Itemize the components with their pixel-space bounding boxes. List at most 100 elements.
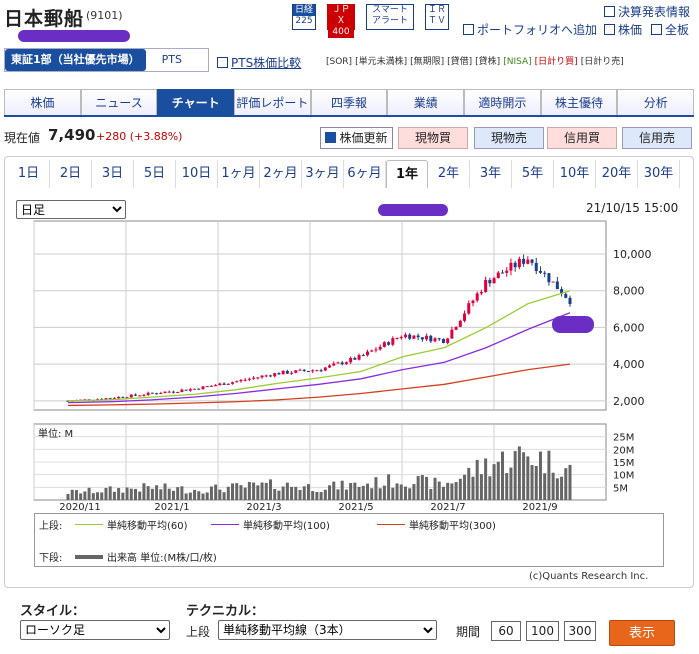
smart-alert-badge[interactable]: スマート アラート bbox=[366, 4, 414, 30]
period-tab-active[interactable]: 1年 bbox=[386, 160, 428, 188]
calendar-icon bbox=[604, 6, 615, 17]
period-tab[interactable]: 1ヶ月 bbox=[218, 160, 260, 188]
volume-bar bbox=[180, 486, 184, 500]
period-tab[interactable]: 6ヶ月 bbox=[344, 160, 386, 188]
nav-chart[interactable]: チャート bbox=[157, 89, 235, 115]
period-input-2[interactable]: 100 bbox=[526, 621, 559, 641]
nav-disclosure[interactable]: 適時開示 bbox=[464, 89, 541, 115]
period-tab[interactable]: 10日 bbox=[176, 160, 218, 188]
interval-select[interactable]: 日足 bbox=[16, 200, 126, 219]
volume-bar bbox=[91, 493, 95, 500]
x-tick-label: 2020/11 bbox=[59, 502, 101, 513]
candle-body bbox=[425, 335, 429, 340]
candle-body bbox=[298, 369, 302, 371]
margin-sell-button[interactable]: 信用売 bbox=[622, 127, 692, 149]
period-tab[interactable]: 2年 bbox=[428, 160, 470, 188]
period-input-3[interactable]: 300 bbox=[564, 621, 596, 641]
candle-body bbox=[247, 378, 251, 380]
volume-bar bbox=[484, 458, 488, 500]
earnings-link[interactable]: 決算発表情報 bbox=[604, 3, 690, 20]
nav-benefits[interactable]: 株主優待 bbox=[540, 89, 618, 115]
margin-buy-button[interactable]: 信用買 bbox=[547, 127, 617, 149]
volume-bar bbox=[538, 451, 542, 500]
volume-bar bbox=[159, 489, 163, 500]
volume-bar bbox=[193, 489, 197, 500]
volume-bar bbox=[176, 487, 180, 500]
period-input-1[interactable]: 60 bbox=[491, 621, 521, 641]
candle-body bbox=[239, 379, 243, 382]
market-primary-tab[interactable]: 東証1部（当社優先市場） bbox=[5, 49, 146, 71]
candle-body bbox=[315, 370, 319, 372]
nikkei225-badge[interactable]: 日経 225 bbox=[292, 4, 316, 30]
candle-body bbox=[454, 326, 458, 330]
jpx400-badge[interactable]: ＪＰＸ 400 bbox=[327, 4, 355, 38]
volume-tick-label: 5M bbox=[613, 483, 628, 494]
period-tab[interactable]: 2ヶ月 bbox=[260, 160, 302, 188]
quote-link[interactable]: 株価 bbox=[604, 21, 642, 38]
spot-buy-button[interactable]: 現物買 bbox=[398, 127, 468, 149]
volume-bar bbox=[382, 485, 386, 500]
nav-news[interactable]: ニュース bbox=[80, 89, 158, 115]
volume-bar bbox=[294, 486, 298, 500]
candle-body bbox=[108, 398, 112, 400]
volume-bar bbox=[568, 464, 572, 500]
chart-legend: 上段: 単純移動平均(60) 単純移動平均(100) 単純移動平均(300) 下… bbox=[34, 513, 664, 567]
volume-bar bbox=[441, 486, 445, 500]
period-label: 期間 bbox=[456, 625, 481, 639]
period-tab[interactable]: 30年 bbox=[638, 160, 680, 188]
candle-body bbox=[429, 335, 433, 342]
nav-earnings[interactable]: 業績 bbox=[387, 89, 465, 115]
technical-select[interactable]: 単純移動平均線（3本） bbox=[218, 620, 437, 640]
candle-body bbox=[125, 397, 129, 399]
nav-report[interactable]: 評価レポート bbox=[234, 89, 311, 115]
candle-body bbox=[555, 281, 559, 290]
candle-body bbox=[150, 392, 154, 394]
volume-bar bbox=[420, 475, 424, 500]
volume-bar bbox=[408, 488, 412, 500]
candle-body bbox=[311, 370, 315, 372]
market-pts-tab[interactable]: PTS bbox=[161, 53, 182, 66]
legend-upper: 上段: bbox=[39, 521, 63, 532]
period-tab[interactable]: 3日 bbox=[92, 160, 134, 188]
ir-tv-badge[interactable]: ＩＲ ＴＶ bbox=[425, 4, 449, 30]
nav-shikiho[interactable]: 四季報 bbox=[310, 89, 388, 115]
volume-bar bbox=[104, 487, 108, 500]
period-tab[interactable]: 3ヶ月 bbox=[302, 160, 344, 188]
volume-bar bbox=[475, 459, 479, 500]
period-tab[interactable]: 1日 bbox=[8, 160, 50, 188]
board-link[interactable]: 全板 bbox=[651, 21, 689, 38]
candle-body bbox=[467, 303, 471, 314]
spot-sell-button[interactable]: 現物売 bbox=[474, 127, 544, 149]
candle-body bbox=[252, 377, 256, 379]
add-portfolio-link[interactable]: ポートフォリオへ追加 bbox=[463, 21, 597, 38]
volume-bar bbox=[564, 468, 568, 500]
period-tab[interactable]: 3年 bbox=[470, 160, 512, 188]
volume-tick-label: 10M bbox=[613, 471, 634, 482]
period-tab[interactable]: 5日 bbox=[134, 160, 176, 188]
candle-body bbox=[159, 393, 163, 395]
pts-compare-link[interactable]: PTS株価比較 bbox=[217, 54, 301, 71]
nav-price[interactable]: 株価 bbox=[4, 89, 81, 115]
price-tick-label: 8,000 bbox=[613, 285, 645, 298]
style-select[interactable]: ローソク足 bbox=[20, 620, 170, 640]
candle-body bbox=[171, 391, 175, 393]
period-tab[interactable]: 20年 bbox=[596, 160, 638, 188]
period-tab[interactable]: 5年 bbox=[512, 160, 554, 188]
nav-analysis[interactable]: 分析 bbox=[617, 89, 695, 115]
x-tick-label: 2021/9 bbox=[522, 502, 557, 513]
period-tab[interactable]: 10年 bbox=[554, 160, 596, 188]
redaction-mark bbox=[378, 204, 448, 216]
candle-body bbox=[446, 338, 450, 343]
volume-bar bbox=[530, 465, 534, 500]
volume-bar bbox=[446, 482, 450, 500]
candle-body bbox=[340, 362, 344, 365]
period-tab[interactable]: 2日 bbox=[50, 160, 92, 188]
candle-body bbox=[294, 370, 298, 373]
refresh-button[interactable]: 株価更新 bbox=[320, 127, 393, 149]
show-button[interactable]: 表示 bbox=[609, 620, 675, 646]
x-tick-label: 2021/7 bbox=[430, 502, 465, 513]
redaction-mark bbox=[552, 316, 594, 333]
price-change: +280 (+3.88%) bbox=[96, 130, 183, 143]
market-selector[interactable]: 東証1部（当社優先市場） PTS bbox=[4, 48, 209, 72]
